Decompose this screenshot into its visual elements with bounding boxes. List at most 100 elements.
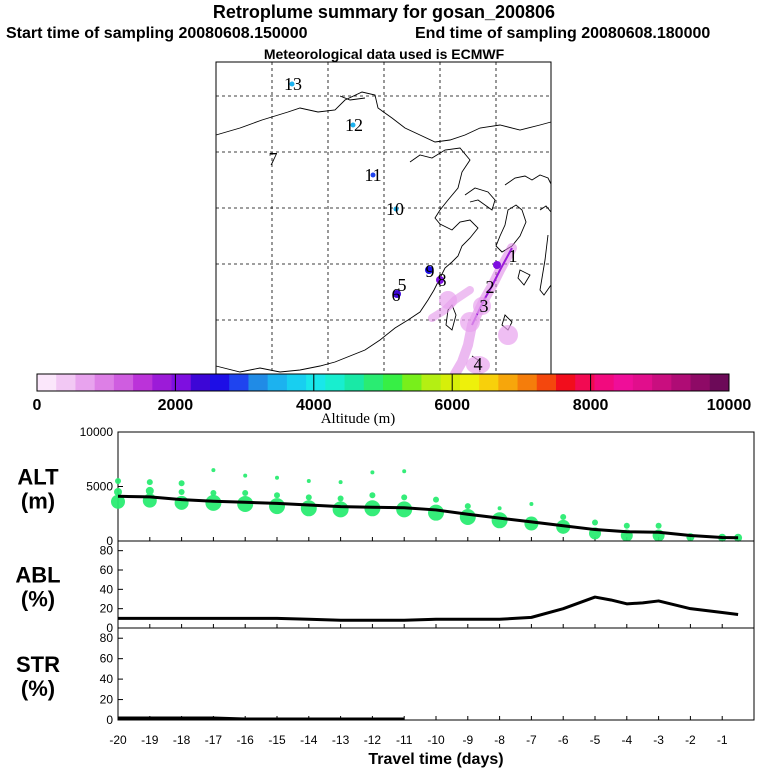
- colorbar-swatch: [325, 374, 346, 391]
- x-tick-label: -7: [526, 733, 537, 747]
- x-tick-label: -8: [494, 733, 505, 747]
- x-tick-label: -16: [237, 733, 255, 747]
- x-tick-label: -4: [621, 733, 632, 747]
- x-tick-label: -14: [300, 733, 318, 747]
- map-points: [289, 81, 501, 298]
- x-tick-label: -9: [462, 733, 473, 747]
- alt-scatter-point: [428, 504, 444, 521]
- alt-scatter-point: [242, 490, 249, 497]
- colorbar-swatch: [113, 374, 134, 391]
- panel-label: STR: [16, 652, 60, 677]
- alt-scatter-point: [332, 501, 349, 518]
- panel-label: ALT: [17, 465, 59, 490]
- colorbar-swatch: [190, 374, 211, 391]
- x-tick-label: -13: [332, 733, 350, 747]
- colorbar-tick-label: 2000: [158, 397, 194, 414]
- map-point: [350, 122, 356, 128]
- map-label: 9: [426, 261, 435, 281]
- colorbar-tick-label: 8000: [573, 397, 609, 414]
- colorbar-swatch: [517, 374, 538, 391]
- y-tick-label: 20: [100, 602, 114, 616]
- map-gridlines: [216, 62, 551, 374]
- colorbar-swatch: [344, 374, 365, 391]
- x-tick-label: -17: [205, 733, 223, 747]
- y-tick-label: 80: [100, 631, 114, 645]
- panel-alt: 0 5000 10000 ALT(m): [17, 425, 755, 548]
- colorbar-tick-label: 10000: [707, 397, 752, 414]
- y-tick-label: 5000: [86, 480, 113, 494]
- x-axis-label: Travel time (days): [368, 751, 503, 768]
- x-tick-label: -6: [558, 733, 569, 747]
- colorbar-swatch: [498, 374, 519, 391]
- alt-scatter-point: [300, 500, 317, 517]
- panel-abl: 0 20 40 60 80 ABL(%): [15, 540, 755, 635]
- colorbar-swatch: [709, 374, 730, 391]
- colorbar-swatch: [402, 374, 422, 391]
- x-tick-label: -3: [653, 733, 664, 747]
- colorbar-swatch: [267, 374, 288, 391]
- alt-scatter-point: [464, 503, 471, 510]
- alt-scatter-point: [337, 495, 344, 502]
- colorbar-swatch: [440, 374, 461, 391]
- x-tick-label: -1: [717, 733, 728, 747]
- map-label: 11: [364, 165, 381, 185]
- y-tick-label: 60: [100, 563, 114, 577]
- panel-unit: (m): [21, 489, 55, 514]
- colorbar-swatch: [556, 374, 576, 391]
- map-label: 13: [284, 74, 302, 94]
- alt-scatter-point: [402, 469, 407, 474]
- panel-str: 0 20 40 60 80 STR(%): [16, 627, 755, 727]
- map-label: 2: [486, 277, 495, 297]
- colorbar-swatch: [37, 374, 57, 391]
- y-tick-label: 60: [100, 652, 114, 666]
- alt-scatter-point: [269, 498, 285, 515]
- alt-scatter-point: [211, 468, 216, 473]
- colorbar-swatch: [229, 374, 249, 391]
- colorbar-swatch: [671, 374, 692, 391]
- alt-scatter-point: [433, 496, 439, 503]
- colorbar-swatch: [594, 374, 615, 391]
- y-tick-label: 40: [100, 672, 114, 686]
- map-label: 10: [386, 199, 404, 219]
- y-tick-label: 40: [100, 582, 114, 596]
- y-tick-label: 0: [106, 713, 113, 727]
- alt-scatter-point: [115, 478, 121, 485]
- alt-scatter-point: [178, 480, 185, 487]
- chart-title: Retroplume summary for gosan_200806: [212, 2, 556, 22]
- x-tick-label: -5: [590, 733, 601, 747]
- colorbar-tick-label: 4000: [296, 397, 332, 414]
- alt-scatter-point: [396, 501, 413, 518]
- colorbar-title: Altitude (m): [321, 411, 396, 427]
- colorbar-swatch: [690, 374, 711, 391]
- x-tick-label: -12: [364, 733, 382, 747]
- alt-scatter-point: [370, 470, 375, 475]
- colorbar-swatch: [171, 374, 192, 391]
- panel-label: ABL: [15, 563, 60, 588]
- alt-scatter-point: [369, 492, 376, 499]
- colorbar-swatch: [632, 374, 653, 391]
- colorbar-tick-label: 6000: [434, 397, 470, 414]
- panel-frame: [117, 627, 755, 721]
- colorbar-swatch: [94, 374, 115, 391]
- abl-line: [118, 595, 739, 622]
- colorbar-swatch: [421, 374, 442, 391]
- panel-frame: [117, 540, 755, 629]
- colorbar-swatch: [459, 374, 480, 391]
- x-tick-label: -15: [268, 733, 286, 747]
- x-tick-label: -11: [396, 733, 413, 747]
- map-point: [289, 81, 295, 87]
- colorbar-swatch: [75, 374, 96, 391]
- colorbar-swatch: [56, 374, 76, 391]
- map-label: 12: [345, 115, 363, 135]
- map-point: [370, 172, 376, 178]
- alt-scatter-point: [274, 492, 280, 499]
- alt-scatter-point: [592, 519, 598, 526]
- map-label: 4: [474, 354, 483, 374]
- altitude-colorbar: 0 2000 4000 6000 8000 10000: [33, 373, 752, 414]
- map-panel: 1 2 3 4 5 6 7 8 9 10 11 12 13: [215, 61, 552, 379]
- alt-line: [117, 494, 739, 540]
- y-tick-label: 10000: [80, 425, 114, 439]
- y-tick-label: 0: [106, 534, 113, 548]
- end-time-label: End time of sampling 20080608.180000: [415, 25, 711, 42]
- map-point: [425, 266, 433, 274]
